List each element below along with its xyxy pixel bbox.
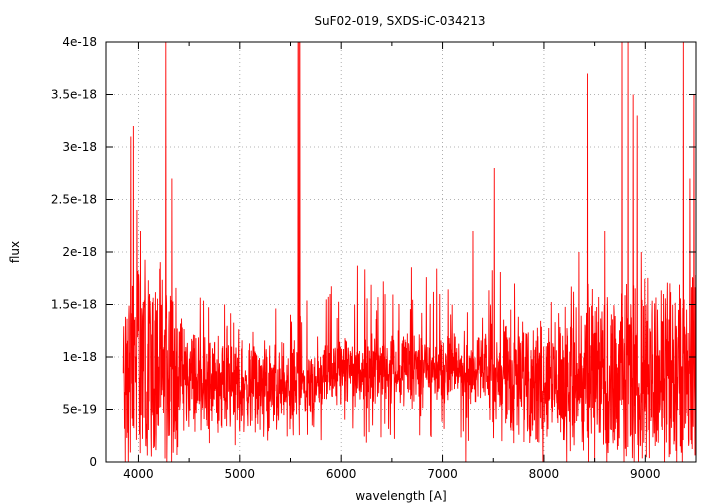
y-axis-title: flux <box>8 241 22 263</box>
x-tick-label: 6000 <box>326 467 357 481</box>
x-tick-label: 8000 <box>529 467 560 481</box>
x-tick-label: 4000 <box>123 467 154 481</box>
chart-title: SuF02-019, SXDS-iC-034213 <box>314 14 485 28</box>
y-tick-label: 1e-18 <box>62 350 97 364</box>
y-tick-label: 2.5e-18 <box>51 193 97 207</box>
y-axis: 0 5e-19 1e-18 1.5e-18 2e-18 2.5e-18 3e-18 3.5e-… <box>51 35 696 469</box>
y-tick-label: 3.5e-18 <box>51 88 97 102</box>
x-tick-label: 5000 <box>225 467 256 481</box>
x-axis-title: wavelength [A] <box>355 489 446 503</box>
y-tick-label: 5e-19 <box>62 403 97 417</box>
y-tick-label: 0 <box>89 455 97 469</box>
x-axis: 4000 5000 6000 7000 8000 9000 <box>123 42 697 481</box>
y-tick-label: 1.5e-18 <box>51 298 97 312</box>
spectrum-line <box>122 42 696 462</box>
y-tick-label: 2e-18 <box>62 245 97 259</box>
plot-area <box>122 42 696 462</box>
x-tick-label: 7000 <box>427 467 458 481</box>
x-tick-label: 9000 <box>630 467 661 481</box>
y-tick-label: 3e-18 <box>62 140 97 154</box>
y-tick-label: 4e-18 <box>62 35 97 49</box>
